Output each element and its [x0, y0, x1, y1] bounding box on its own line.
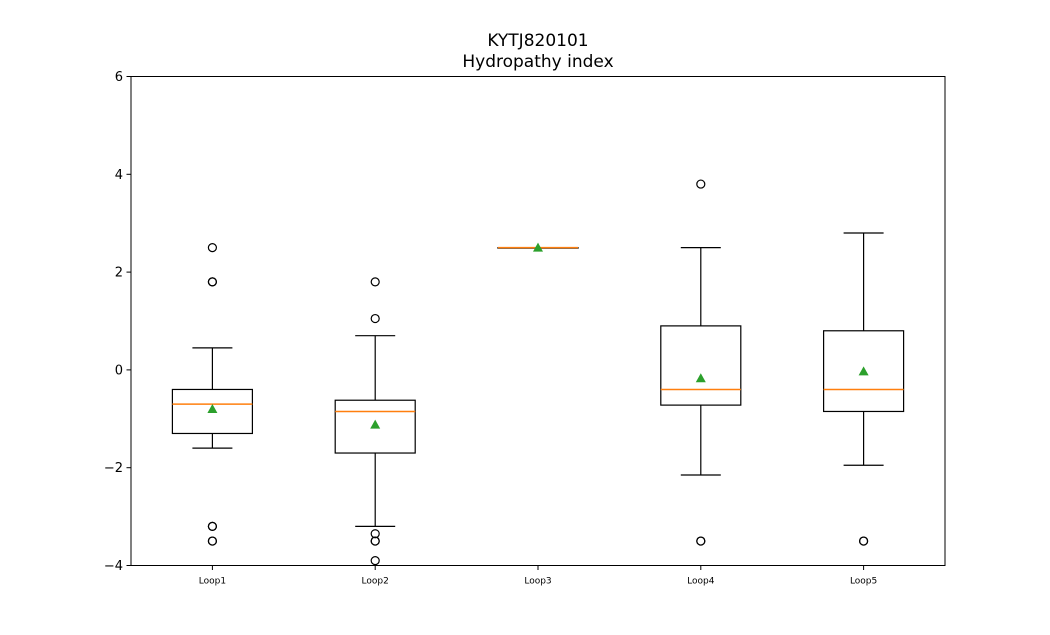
plot-area-frame	[130, 76, 946, 566]
iqr-box	[660, 325, 742, 406]
mean-marker	[207, 404, 218, 414]
mean-marker	[858, 366, 869, 376]
outlier-point	[207, 243, 217, 253]
iqr-box	[822, 330, 905, 413]
outlier-point	[370, 277, 380, 287]
outlier-point	[696, 179, 706, 189]
x-tick-label: Loop3	[524, 577, 551, 587]
outlier-point	[370, 556, 380, 566]
y-tick-label: 6	[115, 70, 123, 85]
outlier-point	[207, 277, 217, 287]
outlier-point	[858, 536, 869, 546]
box-series	[171, 179, 905, 566]
outlier-point	[207, 536, 217, 546]
x-tick-label: Loop2	[362, 577, 389, 587]
outlier-point	[370, 536, 380, 546]
mean-marker	[370, 419, 381, 429]
mean-marker	[695, 373, 706, 383]
x-tick-label: Loop1	[199, 577, 226, 587]
mean-marker	[533, 242, 543, 252]
box-group-loop5	[822, 232, 905, 546]
x-tick-label: Loop4	[687, 577, 715, 587]
outlier-point	[370, 313, 380, 324]
x-axis: Loop1 Loop2 Loop3 Loop4 Loop5	[199, 565, 877, 587]
y-tick-label: 2	[115, 266, 123, 281]
y-axis: −4 −2 0 2 4 6	[104, 70, 131, 574]
x-tick-label: Loop5	[850, 577, 877, 587]
y-tick-label: 0	[115, 363, 123, 378]
box-group-loop1	[171, 243, 253, 546]
outlier-point	[696, 536, 706, 546]
chart-subtitle: Hydropathy index	[462, 52, 614, 72]
box-group-loop3	[497, 242, 579, 252]
y-tick-label: −2	[104, 461, 123, 476]
outlier-point	[207, 521, 217, 531]
y-tick-label: −4	[104, 559, 123, 574]
box-group-loop4	[660, 179, 742, 546]
y-tick-label: 4	[115, 168, 123, 183]
outlier-point	[370, 529, 380, 539]
iqr-box	[171, 388, 253, 435]
box-group-loop2	[334, 277, 416, 566]
chart-title: KYTJ820101	[487, 31, 589, 51]
iqr-box	[334, 399, 416, 454]
